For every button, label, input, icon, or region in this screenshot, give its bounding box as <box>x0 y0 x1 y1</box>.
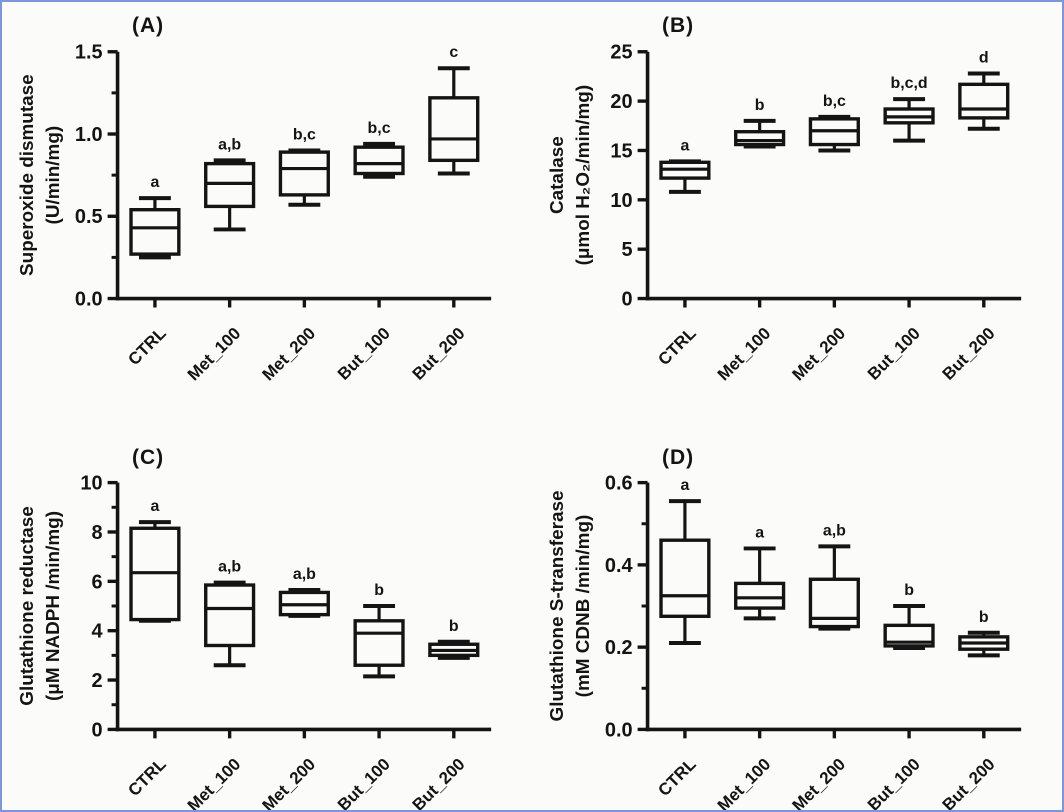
x-tick-label: But_100 <box>334 755 394 810</box>
panel-a-superoxide-dismutase: 0.0 0.5 1.0 1.5 CTRL Met_100 Met_200 But_100 But… <box>2 2 532 406</box>
significance-letter: b <box>755 97 765 114</box>
box-Met_100 <box>734 581 786 610</box>
panel-d-glutathione-s-transferase: 0.0 0.2 0.4 0.6 CTRL Met_100 Met_200 But_100 But… <box>532 406 1062 810</box>
y-axis-title-line2: (μM NADPH /min/mg) <box>43 511 64 701</box>
significance-letter: d <box>979 50 989 67</box>
x-tick-label: But_100 <box>864 324 924 384</box>
x-tick-label: But_200 <box>409 755 469 810</box>
panel-c-plot: 0 2 4 6 8 10 CTRL Met_100 Met_200 But_100 But_200 a… <box>17 473 492 810</box>
panel-a-label: (A) <box>132 14 165 37</box>
y-tick-label: 15 <box>610 140 632 162</box>
y-tick-label: 1.0 <box>75 124 103 146</box>
y-axis-title-line1: Glutathione S-transferase <box>547 491 568 722</box>
y-tick-label: 10 <box>610 190 632 212</box>
box-Met_100 <box>734 130 786 147</box>
x-tick-label: But_200 <box>939 324 999 384</box>
x-tick-label: But_200 <box>409 324 469 384</box>
panel-c-glutathione-reductase: 0 2 4 6 8 10 CTRL Met_100 Met_200 But_100 But_200 a… <box>2 406 532 810</box>
x-tick-label: CTRL <box>124 324 169 369</box>
box-CTRL <box>129 208 181 256</box>
x-tick-label: But_100 <box>334 324 394 384</box>
y-tick-label: 0.4 <box>605 555 633 577</box>
significance-letter: b <box>904 582 914 599</box>
box-But_100 <box>353 619 405 667</box>
panel-d-label: (D) <box>662 446 695 469</box>
significance-letter: a <box>680 477 689 494</box>
y-axis-title-line2: (mM CDNB /min/mg) <box>573 515 594 698</box>
panel-b-label: (B) <box>662 14 695 37</box>
y-axis-title-line1: Catalase <box>547 136 568 214</box>
significance-letter: b,c <box>368 120 391 137</box>
box-Met_100 <box>204 161 256 209</box>
x-tick-label: Met_200 <box>258 324 319 385</box>
box-Met_200 <box>278 150 330 197</box>
panel-b-plot: 0 5 10 15 20 25 CTRL Met_100 Met_200 But_100 But_2… <box>547 42 1022 385</box>
y-tick-label: 5 <box>622 239 633 261</box>
box-CTRL <box>659 538 711 618</box>
x-tick-label: Met_100 <box>714 324 775 385</box>
significance-letter: b,c <box>293 127 316 144</box>
significance-letter: b,c,d <box>890 75 927 92</box>
significance-letter: a,b <box>218 136 241 153</box>
y-tick-label: 0.6 <box>605 473 633 495</box>
x-tick-label: Met_100 <box>184 755 245 810</box>
significance-letter: c <box>449 44 458 61</box>
y-tick-label: 0.0 <box>75 289 103 311</box>
y-tick-label: 25 <box>610 42 632 64</box>
significance-letter: a,b <box>823 522 846 539</box>
y-tick-label: 6 <box>92 571 103 593</box>
significance-letter: a <box>150 174 159 191</box>
x-tick-label: CTRL <box>124 755 169 800</box>
y-tick-label: 10 <box>80 473 102 495</box>
significance-letter: b <box>449 618 459 635</box>
y-tick-label: 0.0 <box>605 719 633 741</box>
significance-letter: a,b <box>218 559 241 576</box>
box-But_100 <box>883 623 935 648</box>
box-But_200 <box>428 96 480 163</box>
y-tick-label: 0 <box>92 719 103 741</box>
panel-a-plot: 0.0 0.5 1.0 1.5 CTRL Met_100 Met_200 But_100 But… <box>17 42 492 385</box>
x-tick-label: But_200 <box>939 755 999 810</box>
x-tick-label: Met_200 <box>788 755 849 810</box>
x-tick-label: CTRL <box>654 324 699 369</box>
y-tick-label: 1.5 <box>75 42 103 64</box>
y-axis-title-line1: Superoxide dismutase <box>17 74 38 276</box>
x-tick-label: CTRL <box>654 755 699 800</box>
x-tick-label: Met_200 <box>258 755 319 810</box>
y-axis-title-line2: (μmol H₂O₂/min/mg) <box>573 85 594 266</box>
box-Met_200 <box>808 577 860 629</box>
panel-b-catalase: 0 5 10 15 20 25 CTRL Met_100 Met_200 But_100 But_2… <box>532 2 1062 406</box>
y-tick-label: 4 <box>92 621 103 643</box>
y-tick-label: 0 <box>622 289 633 311</box>
box-Met_100 <box>204 583 256 648</box>
y-tick-label: 2 <box>92 670 103 692</box>
panel-d-plot: 0.0 0.2 0.4 0.6 CTRL Met_100 Met_200 But_100 But… <box>547 473 1022 810</box>
y-axis-title-line1: Glutathione reductase <box>17 506 38 705</box>
box-But_100 <box>353 145 405 176</box>
significance-letter: b <box>979 609 989 626</box>
x-tick-label: Met_200 <box>788 324 849 385</box>
significance-letter: b,c <box>823 93 846 110</box>
significance-letter: a <box>755 524 764 541</box>
significance-letter: b <box>374 582 384 599</box>
y-axis-title-line2: (U/min/mg) <box>43 126 64 225</box>
box-But_200 <box>958 82 1010 120</box>
significance-letter: a <box>150 498 159 515</box>
x-tick-label: Met_100 <box>184 324 245 385</box>
panel-c-label: (C) <box>132 446 165 469</box>
significance-letter: a <box>680 137 689 154</box>
y-tick-label: 0.5 <box>75 206 103 228</box>
significance-letter: a,b <box>293 566 316 583</box>
y-tick-label: 20 <box>610 91 632 113</box>
y-tick-label: 8 <box>92 522 103 544</box>
y-tick-label: 0.2 <box>605 637 633 659</box>
x-tick-label: Met_100 <box>714 755 775 810</box>
x-tick-label: But_100 <box>864 755 924 810</box>
